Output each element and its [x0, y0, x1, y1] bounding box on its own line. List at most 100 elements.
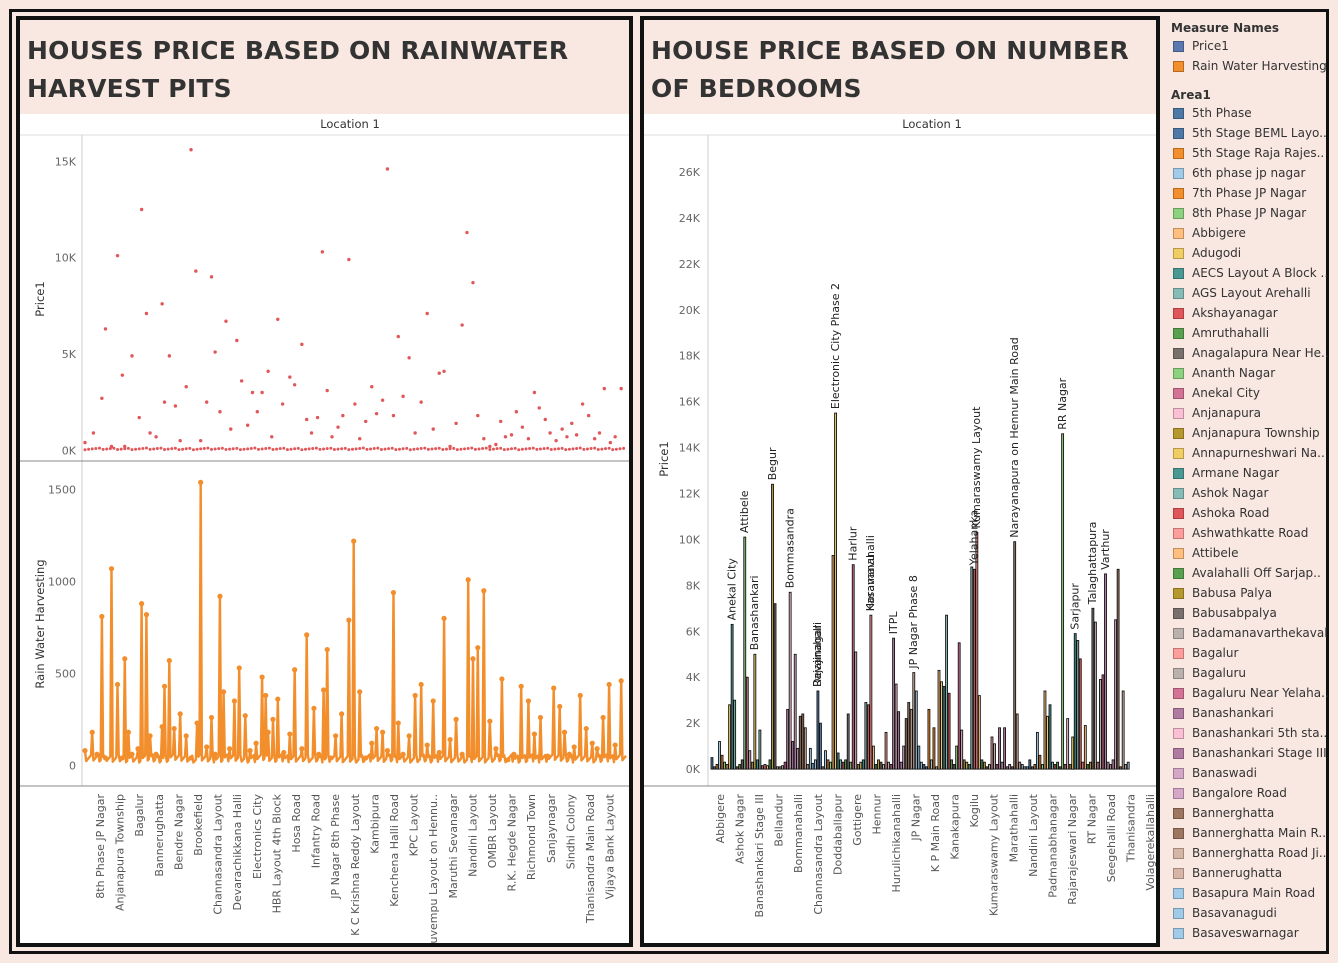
scatter-point: [173, 446, 177, 450]
line-point: [390, 589, 397, 596]
price-bar: [1104, 573, 1107, 770]
scatter-point: [267, 446, 271, 450]
bar-y-tick-label: 22K: [679, 258, 701, 271]
line-point: [304, 632, 310, 638]
line-point: [612, 742, 618, 748]
price-bar: [819, 722, 822, 770]
line-point: [270, 716, 276, 722]
line-y-axis-label: Rain Water Harvesting: [33, 559, 47, 688]
line-point: [600, 714, 606, 721]
price-bar: [972, 568, 976, 770]
scatter-point: [622, 446, 626, 450]
legend-label: Bannerghatta Road Ji..: [1192, 846, 1327, 860]
line-point: [566, 751, 572, 757]
scatter-point: [253, 446, 257, 450]
scatter-point: [220, 446, 224, 450]
line-point: [122, 656, 128, 662]
scatter-point: [296, 446, 300, 450]
line-x-tick-label: Anjanapura Township: [114, 794, 127, 911]
legend-label: Ashwathkatte Road: [1192, 526, 1309, 540]
scatter-y-axis-label: Price1: [33, 281, 47, 316]
price-bar: [1071, 736, 1075, 770]
price-bar: [882, 764, 885, 770]
price-bar: [849, 761, 853, 770]
bar-annotation: Talaghattapura: [1086, 522, 1099, 606]
line-point: [198, 479, 204, 485]
line-point: [531, 731, 538, 737]
line-point: [143, 612, 150, 618]
price-bar: [998, 727, 1001, 770]
scatter-point: [311, 447, 315, 451]
line-point: [263, 692, 269, 699]
price-bar: [1073, 633, 1077, 770]
scatter-point: [379, 447, 383, 451]
price-bar: [907, 702, 911, 770]
bedrooms-chart[interactable]: Location 1 0K 2K 4K 6K 8K 10K 12K 14K 16K 18K 20K 22…: [644, 114, 1156, 943]
line-x-tick-label: Maruthi Sevanagar: [447, 794, 460, 899]
scatter-point: [139, 207, 144, 212]
price-bar: [1109, 764, 1112, 770]
scatter-point: [347, 448, 351, 452]
scatter-point: [542, 447, 546, 451]
price-bar: [1053, 764, 1057, 770]
scatter-point: [123, 447, 127, 451]
line-point: [511, 751, 517, 757]
scatter-point: [332, 448, 336, 452]
price-bar: [798, 715, 802, 770]
scatter-point: [325, 388, 329, 393]
price-bar: [834, 412, 837, 770]
line-point: [363, 755, 369, 761]
legend-label: Bagalur: [1192, 646, 1239, 660]
scatter-point: [543, 417, 547, 422]
price-bar: [977, 695, 981, 770]
scatter-point: [613, 435, 617, 439]
scatter-point: [83, 440, 87, 445]
legend-label: Amruthahalli: [1192, 326, 1270, 340]
legend-swatch: [1173, 708, 1184, 719]
legend-label: Anekal City: [1192, 386, 1260, 400]
price-bar: [1116, 568, 1120, 770]
price-bar: [841, 761, 845, 770]
legend-swatch: [1173, 168, 1184, 179]
price-bar: [1076, 640, 1080, 770]
legend-swatch: [1173, 348, 1184, 359]
scatter-point: [589, 447, 593, 451]
price-bar: [750, 761, 754, 770]
scatter-point: [401, 394, 405, 399]
rainwater-chart[interactable]: Location 1 0K 5K 10K 15K Price1 0 500 1000 1500 Ra…: [20, 114, 629, 943]
scatter-point: [238, 448, 242, 452]
legend-swatch: [1173, 228, 1184, 239]
scatter-point: [173, 404, 178, 408]
scatter-point: [300, 342, 304, 347]
legend-label: Attibele: [1192, 546, 1239, 560]
scatter-point: [130, 448, 134, 452]
scatter-point: [167, 354, 172, 358]
legend-swatch: [1173, 388, 1184, 399]
scatter-point: [353, 402, 357, 406]
legend-label: Bangalore Road: [1192, 786, 1287, 800]
price-bar: [839, 759, 843, 770]
legend-swatch: [1173, 628, 1184, 639]
price-bar: [1088, 761, 1092, 770]
scatter-point: [347, 257, 351, 262]
price-bar: [1101, 674, 1105, 770]
scatter-point: [250, 390, 255, 395]
price-bar: [1013, 541, 1017, 770]
bar-x-tick-label: Banashankari Stage III: [753, 794, 766, 917]
price-bar: [854, 651, 858, 770]
legend-label: Bagaluru: [1192, 666, 1247, 680]
scatter-point: [370, 385, 374, 389]
scatter-point: [580, 402, 585, 406]
line-x-tick-label: Nandini Layout: [466, 793, 479, 877]
scatter-point: [413, 431, 417, 435]
price-bar: [735, 766, 739, 770]
scatter-point: [565, 435, 569, 439]
bar-annotation: Rajajinagar: [811, 625, 824, 687]
price-bar: [887, 761, 890, 770]
legend-swatch: [1173, 528, 1184, 539]
price-bar: [924, 766, 928, 770]
legend-swatch: [1173, 888, 1184, 899]
line-point: [418, 681, 424, 688]
line-point: [373, 725, 380, 732]
scatter-point: [213, 447, 217, 451]
